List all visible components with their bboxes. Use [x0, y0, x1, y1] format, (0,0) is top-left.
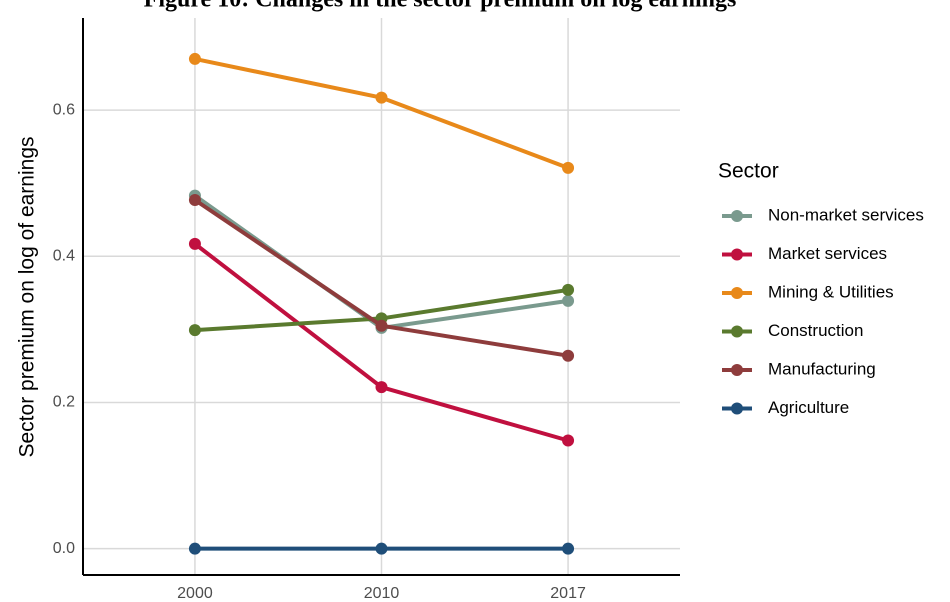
point	[375, 542, 388, 555]
legend-label: Market services	[768, 244, 887, 263]
point	[562, 294, 575, 307]
legend-title: Sector	[718, 160, 779, 183]
y-axis-label: Sector premium on log of earnings	[16, 137, 39, 458]
legend-label: Construction	[768, 321, 863, 340]
point	[562, 434, 575, 447]
point	[562, 161, 575, 174]
point	[375, 381, 388, 394]
legend-swatch	[731, 287, 743, 299]
point	[375, 91, 388, 104]
point	[188, 237, 201, 250]
x-tick-label: 2010	[364, 585, 400, 602]
point	[562, 283, 575, 296]
point	[562, 349, 575, 362]
y-tick-label: 0.0	[53, 540, 75, 557]
y-tick-label: 0.6	[53, 101, 75, 118]
point	[562, 542, 575, 555]
point	[188, 542, 201, 555]
y-tick-label: 0.4	[53, 248, 75, 265]
legend-label: Mining & Utilities	[768, 282, 894, 301]
point	[188, 52, 201, 65]
point	[188, 194, 201, 207]
legend-swatch	[731, 248, 743, 261]
x-tick-label: 2000	[177, 585, 213, 602]
chart-title: Figure 10: Changes in the sector premium…	[144, 0, 737, 13]
legend-swatch	[731, 402, 743, 415]
legend-label: Non-market services	[768, 205, 924, 224]
legend-swatch	[731, 364, 743, 376]
legend-swatch	[731, 210, 743, 222]
legend-label: Agriculture	[768, 398, 849, 417]
point	[188, 324, 201, 337]
x-tick-label: 2017	[550, 585, 586, 602]
legend-swatch	[731, 325, 743, 338]
y-tick-label: 0.2	[53, 394, 75, 411]
point	[375, 319, 388, 332]
legend-label: Manufacturing	[768, 359, 876, 378]
